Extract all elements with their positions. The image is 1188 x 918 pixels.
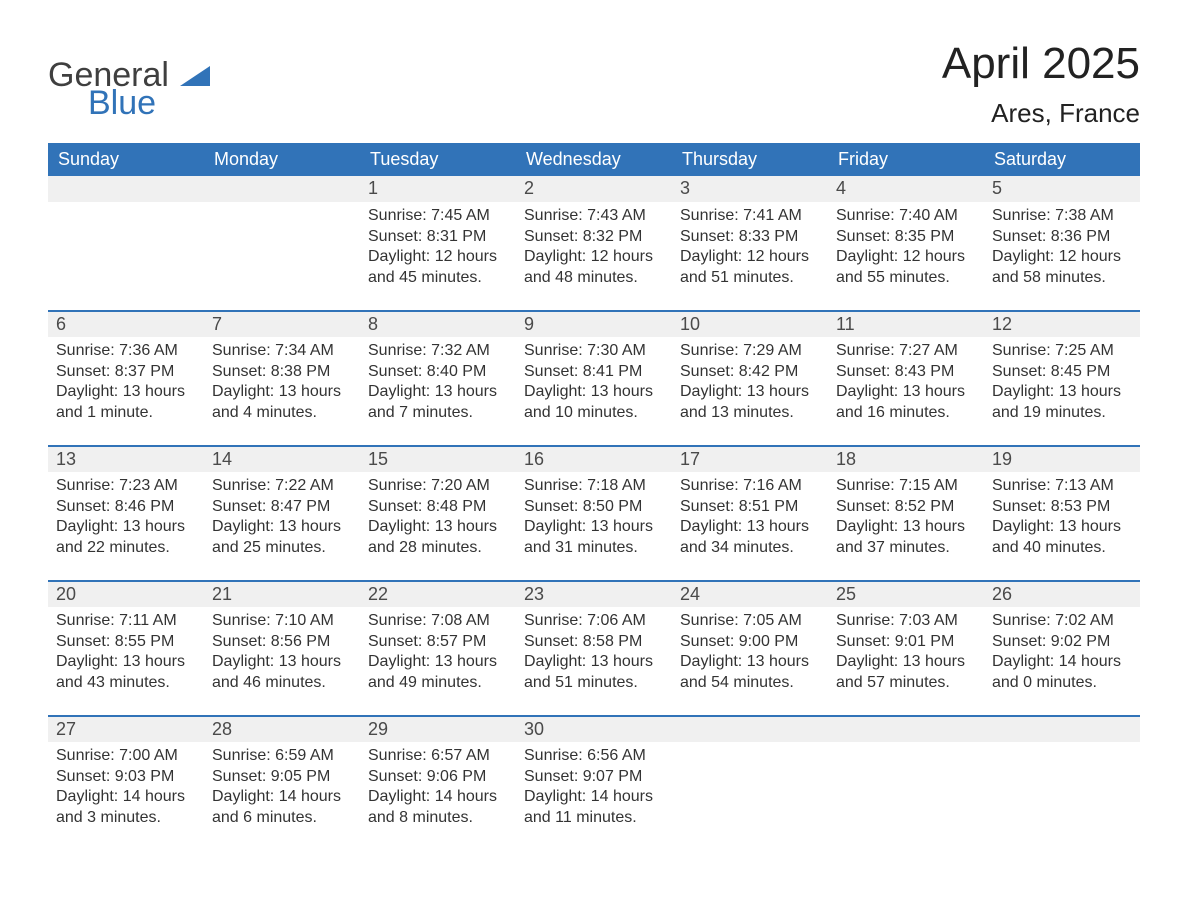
daynum [828, 715, 984, 742]
daynum: 23 [516, 580, 672, 607]
day-cell: Sunrise: 7:34 AM Sunset: 8:38 PM Dayligh… [204, 337, 360, 445]
day-cell: Sunrise: 6:57 AM Sunset: 9:06 PM Dayligh… [360, 742, 516, 850]
day-cell: Sunrise: 7:40 AM Sunset: 8:35 PM Dayligh… [828, 202, 984, 310]
daynum: 22 [360, 580, 516, 607]
daynum: 30 [516, 715, 672, 742]
day-cell: Sunrise: 7:03 AM Sunset: 9:01 PM Dayligh… [828, 607, 984, 715]
calendar-grid: Sunday Monday Tuesday Wednesday Thursday… [48, 143, 1140, 850]
dow-wednesday: Wednesday [516, 143, 672, 176]
dow-friday: Friday [828, 143, 984, 176]
daynum: 20 [48, 580, 204, 607]
daynum: 8 [360, 310, 516, 337]
day-cell: Sunrise: 6:56 AM Sunset: 9:07 PM Dayligh… [516, 742, 672, 850]
daynum: 26 [984, 580, 1140, 607]
day-cell: Sunrise: 7:30 AM Sunset: 8:41 PM Dayligh… [516, 337, 672, 445]
day-cell [204, 202, 360, 310]
day-cell: Sunrise: 7:23 AM Sunset: 8:46 PM Dayligh… [48, 472, 204, 580]
daynum: 19 [984, 445, 1140, 472]
day-cell [672, 742, 828, 850]
day-cell: Sunrise: 7:08 AM Sunset: 8:57 PM Dayligh… [360, 607, 516, 715]
dow-sunday: Sunday [48, 143, 204, 176]
daynum [48, 176, 204, 202]
title-area: April 2025 Ares, France [942, 40, 1140, 129]
day-cell: Sunrise: 7:29 AM Sunset: 8:42 PM Dayligh… [672, 337, 828, 445]
daynum: 12 [984, 310, 1140, 337]
day-cell: Sunrise: 7:11 AM Sunset: 8:55 PM Dayligh… [48, 607, 204, 715]
day-cell [48, 202, 204, 310]
daynum: 25 [828, 580, 984, 607]
day-cell: Sunrise: 7:13 AM Sunset: 8:53 PM Dayligh… [984, 472, 1140, 580]
daynum: 4 [828, 176, 984, 202]
day-cell: Sunrise: 7:45 AM Sunset: 8:31 PM Dayligh… [360, 202, 516, 310]
daynum: 3 [672, 176, 828, 202]
day-cell: Sunrise: 7:22 AM Sunset: 8:47 PM Dayligh… [204, 472, 360, 580]
daynum: 28 [204, 715, 360, 742]
daynum: 9 [516, 310, 672, 337]
day-cell: Sunrise: 7:36 AM Sunset: 8:37 PM Dayligh… [48, 337, 204, 445]
brand-triangle-icon [180, 58, 210, 92]
brand-logo: General Blue [48, 40, 210, 120]
daynum: 1 [360, 176, 516, 202]
daynum: 17 [672, 445, 828, 472]
daynum: 13 [48, 445, 204, 472]
daynum: 21 [204, 580, 360, 607]
daynum [204, 176, 360, 202]
daynum [984, 715, 1140, 742]
header-area: General Blue April 2025 Ares, France [48, 40, 1140, 129]
daynum: 16 [516, 445, 672, 472]
daynum: 6 [48, 310, 204, 337]
day-cell: Sunrise: 7:18 AM Sunset: 8:50 PM Dayligh… [516, 472, 672, 580]
day-cell: Sunrise: 7:43 AM Sunset: 8:32 PM Dayligh… [516, 202, 672, 310]
dow-monday: Monday [204, 143, 360, 176]
day-cell [984, 742, 1140, 850]
brand-text-1: General [48, 56, 169, 94]
day-cell: Sunrise: 7:38 AM Sunset: 8:36 PM Dayligh… [984, 202, 1140, 310]
dow-tuesday: Tuesday [360, 143, 516, 176]
day-cell: Sunrise: 7:05 AM Sunset: 9:00 PM Dayligh… [672, 607, 828, 715]
brand-line1: General [48, 58, 210, 92]
daynum: 11 [828, 310, 984, 337]
dow-thursday: Thursday [672, 143, 828, 176]
daynum: 5 [984, 176, 1140, 202]
daynum: 24 [672, 580, 828, 607]
dow-saturday: Saturday [984, 143, 1140, 176]
day-cell: Sunrise: 7:06 AM Sunset: 8:58 PM Dayligh… [516, 607, 672, 715]
day-cell: Sunrise: 7:15 AM Sunset: 8:52 PM Dayligh… [828, 472, 984, 580]
page-title: April 2025 [942, 40, 1140, 88]
daynum: 7 [204, 310, 360, 337]
day-cell: Sunrise: 6:59 AM Sunset: 9:05 PM Dayligh… [204, 742, 360, 850]
day-cell [828, 742, 984, 850]
day-cell: Sunrise: 7:16 AM Sunset: 8:51 PM Dayligh… [672, 472, 828, 580]
daynum: 27 [48, 715, 204, 742]
daynum [672, 715, 828, 742]
daynum: 2 [516, 176, 672, 202]
daynum: 29 [360, 715, 516, 742]
day-cell: Sunrise: 7:00 AM Sunset: 9:03 PM Dayligh… [48, 742, 204, 850]
day-cell: Sunrise: 7:41 AM Sunset: 8:33 PM Dayligh… [672, 202, 828, 310]
day-cell: Sunrise: 7:02 AM Sunset: 9:02 PM Dayligh… [984, 607, 1140, 715]
day-cell: Sunrise: 7:32 AM Sunset: 8:40 PM Dayligh… [360, 337, 516, 445]
daynum: 15 [360, 445, 516, 472]
day-cell: Sunrise: 7:25 AM Sunset: 8:45 PM Dayligh… [984, 337, 1140, 445]
daynum: 14 [204, 445, 360, 472]
daynum: 10 [672, 310, 828, 337]
day-cell: Sunrise: 7:27 AM Sunset: 8:43 PM Dayligh… [828, 337, 984, 445]
location-subtitle: Ares, France [942, 98, 1140, 129]
daynum: 18 [828, 445, 984, 472]
day-cell: Sunrise: 7:10 AM Sunset: 8:56 PM Dayligh… [204, 607, 360, 715]
day-cell: Sunrise: 7:20 AM Sunset: 8:48 PM Dayligh… [360, 472, 516, 580]
